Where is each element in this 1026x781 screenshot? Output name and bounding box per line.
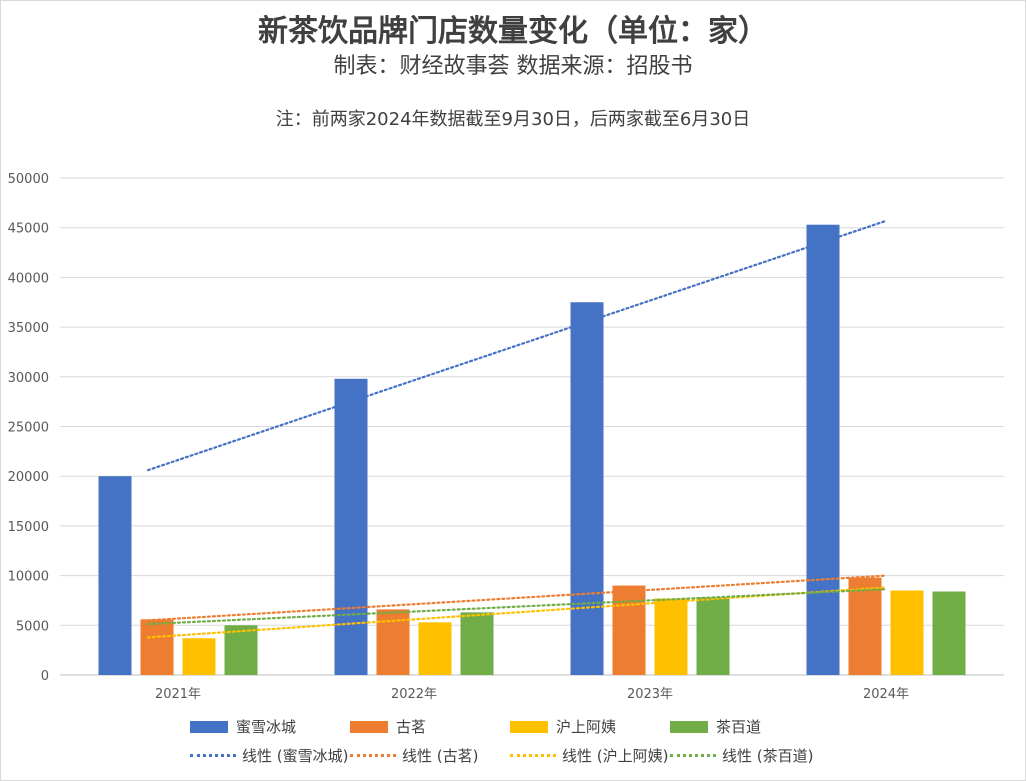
legend-swatch <box>510 720 548 733</box>
bar <box>182 638 216 675</box>
y-tick-label: 35000 <box>8 321 49 336</box>
legend-label: 线性 (古茗) <box>402 747 479 765</box>
y-tick-label: 15000 <box>8 520 49 535</box>
legend-swatch <box>350 720 388 733</box>
legend-item: 沪上阿姨 <box>510 716 670 737</box>
bar <box>696 597 730 675</box>
bar <box>460 612 494 675</box>
x-tick-label: 2022年 <box>391 687 437 702</box>
bar <box>806 224 840 675</box>
x-tick-label: 2023年 <box>627 687 673 702</box>
legend-label: 线性 (茶百道) <box>722 747 814 765</box>
y-tick-label: 20000 <box>8 470 49 485</box>
legend-item: 茶百道 <box>670 716 830 737</box>
y-tick-label: 45000 <box>8 222 49 237</box>
legend-label: 茶百道 <box>716 718 762 736</box>
y-tick-label: 10000 <box>8 570 49 585</box>
bar <box>654 598 688 675</box>
bar <box>334 378 368 675</box>
x-axis-ticks: 2021年 2022年 2023年 2024年 <box>155 687 909 702</box>
bar <box>418 622 452 675</box>
legend-item: 蜜雪冰城 <box>190 716 350 737</box>
chart-subtitle: 制表：财经故事荟 数据来源：招股书 <box>333 54 693 79</box>
x-tick-label: 2024年 <box>863 687 909 702</box>
legend-label: 线性 (沪上阿姨) <box>562 747 669 765</box>
legend-swatch <box>670 720 708 733</box>
legend-label: 蜜雪冰城 <box>236 718 297 736</box>
legend-swatch <box>350 754 396 757</box>
y-tick-label: 30000 <box>8 371 49 386</box>
legend-item: 线性 (古茗) <box>350 745 510 766</box>
legend-item: 线性 (沪上阿姨) <box>510 745 670 766</box>
legend-label: 沪上阿姨 <box>556 718 617 736</box>
legend-item: 古茗 <box>350 716 510 737</box>
bar <box>224 625 258 675</box>
x-tick-label: 2021年 <box>155 687 201 702</box>
legend-swatch <box>190 754 236 757</box>
legend: 蜜雪冰城 古茗 沪上阿姨 茶百道线性 (蜜雪冰城) 线性 (古茗) 线性 (沪上阿姨) 线性… <box>190 716 850 766</box>
y-tick-label: 25000 <box>8 421 49 436</box>
legend-label: 古茗 <box>396 718 427 736</box>
y-tick-label: 50000 <box>8 172 49 187</box>
bars <box>98 224 966 675</box>
bar <box>98 476 132 675</box>
legend-swatch <box>670 754 716 757</box>
y-tick-label: 5000 <box>16 619 49 634</box>
bar <box>932 591 966 675</box>
y-axis-ticks: 0 5000 10000 15000 20000 25000 30000 35000 40000… <box>8 172 49 684</box>
chart-note: 注：前两家2024年数据截至9月30日，后两家截至6月30日 <box>275 109 751 130</box>
legend-label: 线性 (蜜雪冰城) <box>242 747 349 765</box>
bar <box>890 590 924 675</box>
chart-title: 新茶饮品牌门店数量变化（单位：家） <box>258 14 768 49</box>
y-tick-label: 40000 <box>8 271 49 286</box>
legend-item: 线性 (茶百道) <box>670 745 830 766</box>
legend-swatch <box>190 720 228 733</box>
trendlines <box>146 219 888 639</box>
bar <box>848 577 882 675</box>
y-tick-label: 0 <box>41 669 49 684</box>
legend-item: 线性 (蜜雪冰城) <box>190 745 350 766</box>
trendline <box>146 574 888 622</box>
gridlines <box>60 177 1004 676</box>
bar <box>140 619 174 675</box>
trendline <box>146 219 888 472</box>
bar <box>570 302 604 675</box>
trendline <box>146 588 888 626</box>
bar <box>612 585 646 675</box>
legend-swatch <box>510 754 556 757</box>
